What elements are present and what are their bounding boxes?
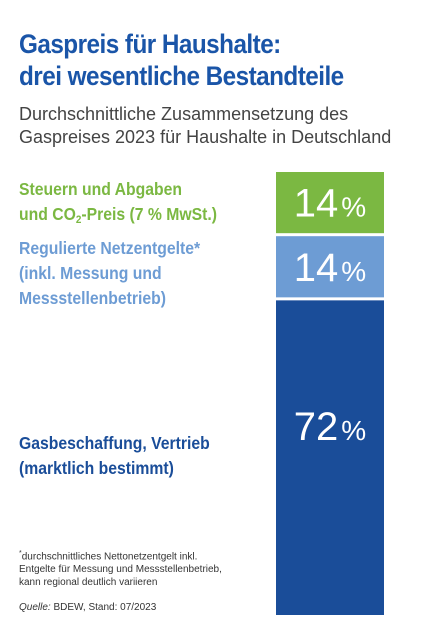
- subscript: 2: [75, 214, 82, 226]
- footnote-line-3: kann regional deutlich variieren: [19, 577, 158, 589]
- chart-title-line-1: Gaspreis für Haushalte:: [19, 29, 281, 59]
- value-label-taxes: 14%: [294, 182, 366, 226]
- chart-subtitle-line-2: Gaspreises 2023 für Haushalte in Deutsch…: [19, 127, 392, 147]
- segment-label-network-fees-line-2: (inkl. Messung und: [19, 263, 162, 283]
- chart-subtitle: Durchschnittliche Zusammensetzung des Ga…: [19, 103, 444, 149]
- footnote-marker: *: [19, 550, 22, 557]
- segment-label-taxes-line-2: und CO2-Preis (7 % MwSt.): [19, 204, 218, 226]
- chart-title-line-2: drei wesentliche Bestandteile: [19, 61, 344, 91]
- footnote-line-1: *durchschnittliches Nettonetzentgelt ink…: [19, 547, 264, 563]
- footnote-line-2: Entgelte für Messung und Messstellenbetr…: [19, 564, 222, 576]
- footnote-line-1-text: durchschnittliches Nettonetzentgelt inkl…: [21, 551, 198, 563]
- segment-label-procurement: Gasbeschaffung, Vertrieb (marktlich best…: [19, 431, 210, 481]
- segment-label-network-fees-line-3: Messstellenbetrieb): [19, 288, 167, 308]
- chart-subtitle-line-1: Durchschnittliche Zusammensetzung des: [19, 104, 349, 124]
- segment-label-procurement-line-2: (marktlich bestimmt): [19, 458, 174, 478]
- source-text: BDEW, Stand: 07/2023: [50, 602, 157, 613]
- segment-label-taxes-line-1: Steuern und Abgaben: [19, 179, 183, 199]
- bar-segment-procurement: [276, 300, 384, 615]
- footnote: *durchschnittliches Nettonetzentgelt ink…: [19, 547, 264, 589]
- segment-label-network-fees: Regulierte Netzentgelte* (inkl. Messung …: [19, 236, 200, 311]
- bar-segment-taxes: [276, 172, 384, 234]
- segment-label-taxes: Steuern und Abgaben und CO2-Preis (7 % M…: [19, 177, 217, 227]
- chart-title: Gaspreis für Haushalte: drei wesentliche…: [19, 28, 397, 92]
- segment-label-procurement-line-1: Gasbeschaffung, Vertrieb: [19, 433, 210, 453]
- value-label-procurement: 72%: [294, 405, 366, 449]
- segment-label-network-fees-line-1: Regulierte Netzentgelte*: [19, 238, 201, 258]
- value-label-network-fees: 14%: [294, 246, 366, 290]
- source-label: Quelle:: [19, 602, 51, 613]
- source-note: Quelle: BDEW, Stand: 07/2023: [19, 602, 156, 613]
- bar-segment-network-fees: [276, 236, 384, 298]
